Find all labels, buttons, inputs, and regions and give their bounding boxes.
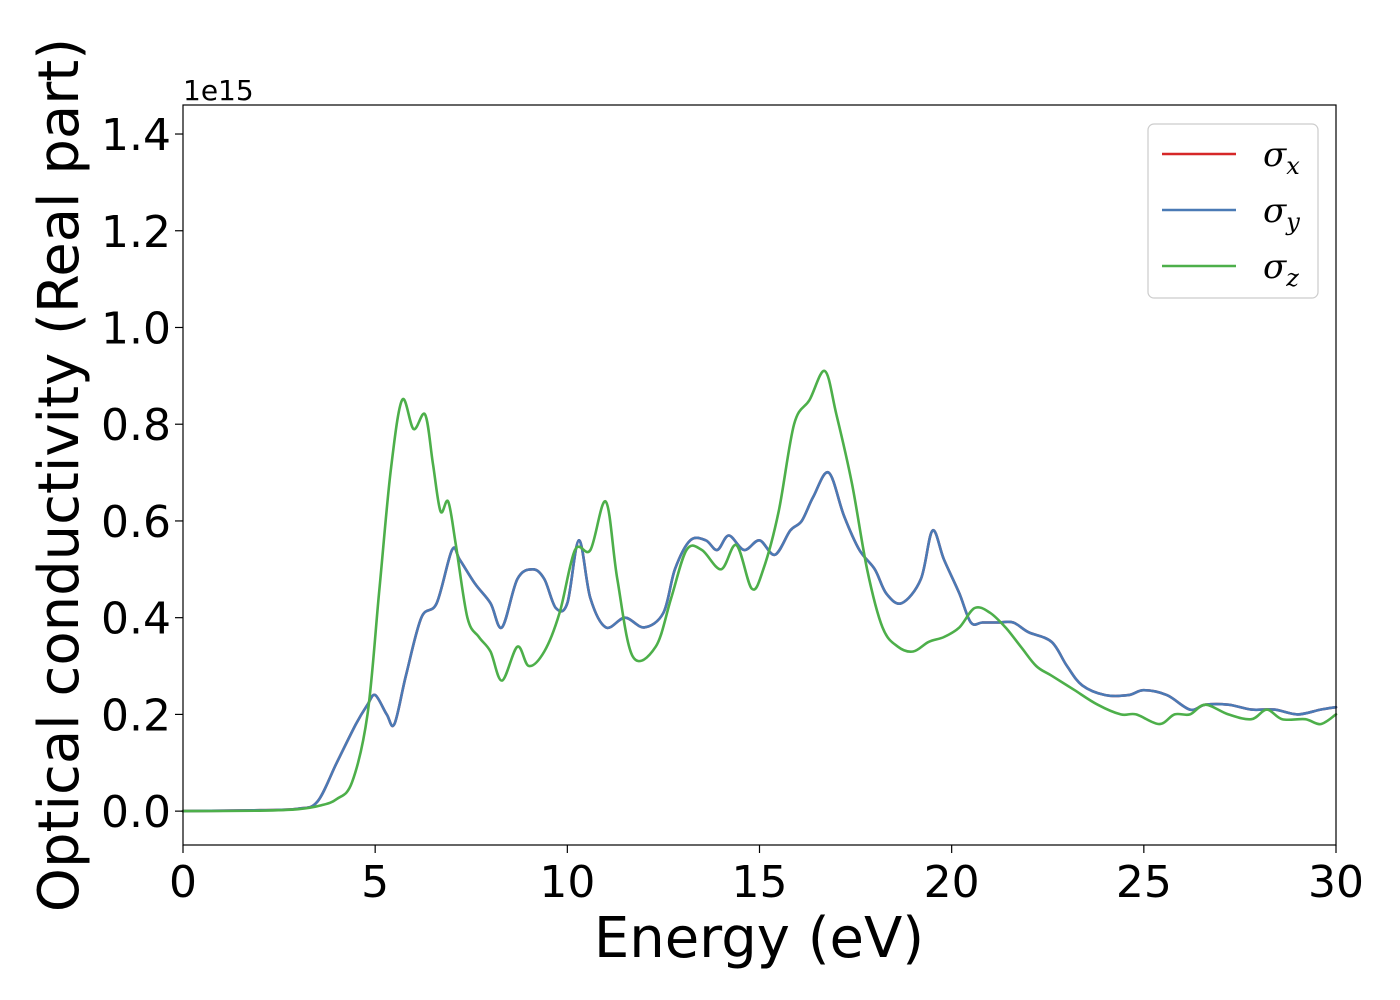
y-tick-label: 0.4: [101, 594, 171, 645]
y-offset-label: 1e15: [183, 74, 254, 107]
x-tick-label: 0: [169, 857, 197, 908]
legend-label-y: σy: [1263, 191, 1300, 236]
y-tick-label: 1.2: [101, 207, 171, 258]
x-tick-label: 15: [732, 857, 788, 908]
y-tick-label: 0.6: [101, 497, 171, 548]
y-tick-label: 0.8: [101, 400, 171, 451]
y-tick-label: 1.4: [101, 110, 171, 161]
series-line-y: [181, 471, 1338, 813]
x-tick-label: 30: [1308, 857, 1364, 908]
legend: σx σy σz: [1147, 123, 1319, 299]
legend-label-x: σx: [1263, 135, 1300, 180]
x-tick-label: 20: [924, 857, 980, 908]
legend-label-z: σz: [1263, 247, 1299, 292]
y-tick-label: 0.2: [101, 690, 171, 741]
y-tick-label: 1.0: [101, 303, 171, 354]
y-axis-title: Optical conductivity (Real part): [27, 38, 92, 912]
x-tick-label: 10: [539, 857, 595, 908]
series-line-z: [181, 369, 1338, 813]
x-tick-label: 5: [361, 857, 389, 908]
series-line-x: [181, 471, 1338, 813]
x-axis-title: Energy (eV): [594, 906, 924, 971]
y-tick-label: 0.0: [101, 787, 171, 838]
x-tick-label: 25: [1116, 857, 1172, 908]
series-group: [181, 369, 1338, 813]
